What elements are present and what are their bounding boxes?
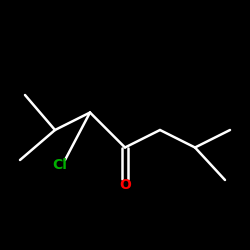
Text: Cl: Cl	[52, 158, 68, 172]
Text: O: O	[119, 178, 131, 192]
